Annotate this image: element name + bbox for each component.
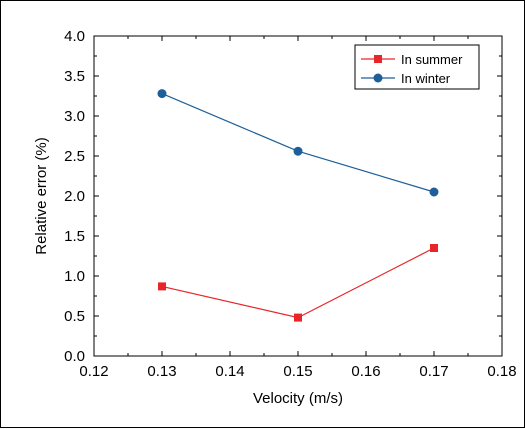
y-tick-label: 0.0: [64, 348, 85, 365]
y-tick-label: 1.0: [64, 268, 85, 285]
series-layer: [157, 89, 439, 322]
in-summer-point: [158, 282, 166, 291]
x-tick-label: 0.18: [487, 363, 516, 380]
in-summer-line: [161, 247, 435, 319]
x-axis: 0.12 0.13 0.14 0.15 0.16 0.17 0.18: [79, 36, 517, 380]
x-tick-label: 0.14: [215, 363, 244, 380]
in-winter-line: [161, 93, 435, 193]
y-tick-label: 4.0: [64, 28, 85, 45]
y-tick-label: 1.5: [64, 228, 85, 245]
y-axis-title: Relative error (%): [33, 137, 50, 255]
y-tick-label: 3.5: [64, 68, 85, 85]
in-winter-point: [429, 187, 439, 197]
x-tick-label: 0.16: [351, 363, 380, 380]
in-summer-point: [430, 244, 438, 252]
y-tick-label: 3.0: [64, 108, 85, 125]
in-winter-point: [293, 146, 303, 156]
x-axis-title: Velocity (m/s): [253, 390, 343, 407]
x-tick-label: 0.12: [79, 363, 108, 380]
x-tick-label: 0.17: [419, 363, 448, 380]
y-axis: 0.0 0.5 1.0 1.5 2.0 2.5 3.0 3.5 4.0: [64, 28, 502, 365]
in-winter-point: [157, 89, 167, 99]
in-summer-point: [294, 313, 302, 322]
x-tick-label: 0.13: [147, 363, 176, 380]
legend-in-summer-marker: [374, 55, 382, 63]
y-tick-label: 0.5: [64, 308, 85, 325]
y-tick-label: 2.5: [64, 148, 85, 165]
legend: In summer In winter: [354, 44, 480, 90]
legend-in-winter-label: In winter: [401, 71, 451, 86]
legend-in-summer-label: In summer: [401, 52, 463, 67]
y-tick-label: 2.0: [64, 188, 85, 205]
x-tick-label: 0.15: [283, 363, 312, 380]
legend-in-winter-marker: [373, 73, 383, 83]
